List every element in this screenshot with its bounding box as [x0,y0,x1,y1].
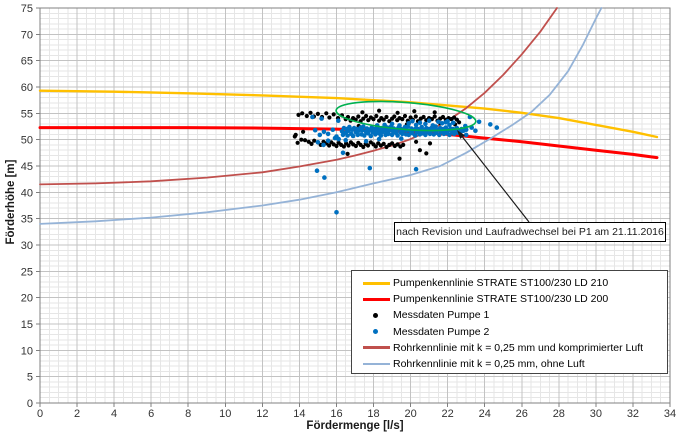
x-tick-label: 20 [404,408,416,420]
x-tick-label: 14 [293,408,305,420]
x-tick-label: 2 [74,408,80,420]
x-tick-label: 26 [516,408,528,420]
annotation-arrowhead [457,130,465,139]
legend-item: Pumpenkennlinie STRATE ST100/230 LD 210 [352,275,667,291]
x-tick-label: 32 [627,408,639,420]
legend-item: Messdaten Pumpe 2 [352,324,667,340]
x-tick-label: 8 [185,408,191,420]
gridlines [39,7,671,404]
x-tick-label: 22 [442,408,454,420]
legend-item: Rohrkennlinie mit k = 0,25 mm, ohne Luft [352,356,667,372]
legend-swatch-pump-200 [352,291,393,307]
legend: Pumpenkennlinie STRATE ST100/230 LD 210 … [351,270,668,374]
legend-line-marker [363,297,390,301]
y-tick-label: 40 [21,187,33,199]
x-tick-label: 30 [590,408,602,420]
x-tick-label: 16 [330,408,342,420]
y-tick-label: 50 [21,135,33,147]
y-tick-label: 35 [21,214,33,226]
x-tick-label: 28 [553,408,565,420]
legend-item: Rohrkennlinie mit k = 0,25 mm und kompri… [352,340,667,356]
y-tick-label: 10 [21,345,33,357]
annotation-box: nach Revision und Laufradwechsel bei P1 … [394,222,666,242]
legend-dot-marker [373,312,378,318]
legend-item: Messdaten Pumpe 1 [352,307,667,323]
legend-swatch-pump-210 [352,275,393,291]
y-tick-label: 75 [21,3,33,15]
x-tick-label: 0 [37,408,43,420]
legend-item: Pumpenkennlinie STRATE ST100/230 LD 200 [352,291,667,307]
legend-swatch-messdaten-1 [352,307,393,323]
y-tick-label: 20 [21,293,33,305]
y-axis-title: Förderhöhe [m] [5,159,17,245]
axis-ticks: 0 2 4 6 8 10 12 14 16 18 20 22 24 26 28 30 32 34051015202… [21,3,676,420]
plot-border [39,7,671,404]
y-tick-label: 30 [21,240,33,252]
y-tick-label: 70 [21,29,33,41]
y-tick-label: 5 [27,372,33,384]
legend-dot-marker [373,329,378,335]
legend-swatch-messdaten-2 [352,324,393,340]
x-tick-label: 6 [148,408,154,420]
y-tick-label: 15 [21,319,33,331]
curve [39,7,558,186]
legend-swatch-rohr-luft [352,340,393,356]
legend-swatch-rohr-ohne-luft [352,356,393,372]
x-tick-label: 12 [256,408,268,420]
x-tick-label: 4 [111,408,117,420]
x-tick-label: 24 [479,408,491,420]
highlight-ellipse [335,100,477,132]
curve [39,7,603,225]
legend-line-marker [363,362,390,366]
y-tick-label: 45 [21,161,33,173]
y-tick-label: 65 [21,56,33,68]
y-tick-label: 25 [21,266,33,278]
y-tick-label: 60 [21,82,33,94]
x-tick-label: 34 [664,408,676,420]
x-tick-label: 10 [219,408,231,420]
y-tick-label: 55 [21,108,33,120]
annotation-arrow [462,136,530,223]
x-axis-title: Fördermenge [l/s] [306,420,404,432]
y-tick-label: 0 [27,398,33,410]
x-tick-label: 18 [367,408,379,420]
legend-line-marker [363,346,390,350]
legend-line-marker [363,281,390,285]
curve [38,89,659,139]
